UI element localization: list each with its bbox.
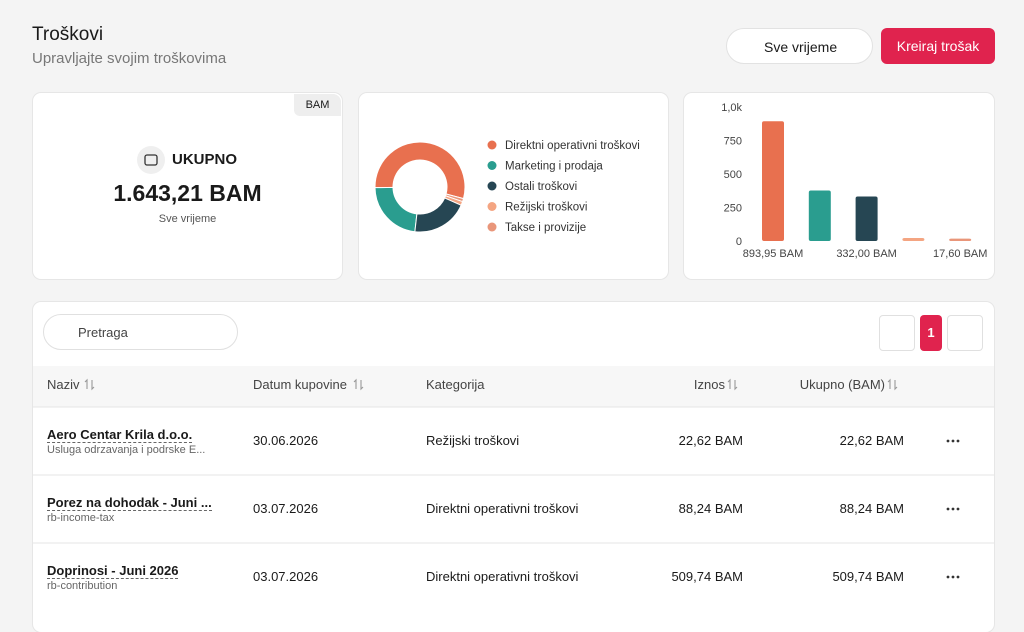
- bar-card: [684, 93, 994, 279]
- y-tick-label: 750: [724, 136, 742, 148]
- total: 22,62 BAM: [839, 433, 904, 448]
- category: Direktni operativni troškovi: [426, 569, 579, 584]
- bar: [902, 237, 925, 241]
- expense-name[interactable]: Porez na dohodak - Juni ...: [47, 495, 212, 511]
- legend-swatch: [487, 161, 497, 170]
- row-menu-dot: [946, 507, 950, 511]
- sort-icon: [727, 378, 738, 391]
- page-subtitle: Upravljajte svojim troškovima: [32, 50, 227, 67]
- category: Režijski troškovi: [426, 433, 520, 448]
- row-menu-dot: [946, 575, 950, 579]
- amount: 22,62 BAM: [678, 433, 743, 448]
- purchase-date: 03.07.2026: [253, 501, 319, 516]
- row-menu-dot: [951, 507, 955, 511]
- row-menu-dot: [956, 439, 960, 443]
- amount: 509,74 BAM: [671, 569, 743, 584]
- y-tick-label: 1,0k: [721, 102, 742, 114]
- legend-label: Takse i provizije: [505, 222, 586, 234]
- expense-name[interactable]: Doprinosi - Juni 2026: [47, 563, 179, 579]
- sort-icon: [84, 378, 95, 391]
- donut-slice: [444, 193, 465, 203]
- bar: [855, 196, 878, 241]
- summary-card: [33, 93, 342, 279]
- legend-swatch: [487, 181, 497, 191]
- currency-tag: BAM: [294, 94, 341, 116]
- prev-page[interactable]: [879, 315, 915, 351]
- amount: 88,24 BAM: [678, 501, 743, 516]
- row-menu-dot: [951, 439, 955, 443]
- wallet-icon: [144, 154, 158, 166]
- bar: [949, 238, 972, 241]
- donut-slice: [414, 197, 462, 233]
- expense-description: Usluga odrzavanja i podrske E...: [47, 444, 206, 456]
- row-menu-dot: [951, 575, 955, 579]
- donut-card: [359, 93, 668, 279]
- y-tick-label: 500: [724, 169, 742, 181]
- graphics: Direktni operativni troškovi Marketing i …: [33, 39, 994, 579]
- legend-label: Ostali troškovi: [505, 181, 577, 193]
- summary-period: Sve vrijeme: [158, 213, 217, 225]
- column-header[interactable]: Ukupno (BAM): [799, 377, 885, 392]
- summary-label: UKUPNO: [172, 151, 238, 168]
- donut-slice: [374, 141, 466, 200]
- page: Direktni operativni troškovi Marketing i …: [32, 24, 995, 632]
- bar: [808, 190, 831, 241]
- y-tick-label: 250: [724, 203, 742, 215]
- legend-swatch: [487, 202, 497, 211]
- bar-value-label: 17,60 BAM: [933, 248, 987, 260]
- period-button[interactable]: Sve vrijeme: [726, 28, 873, 64]
- sort-icon: [353, 378, 364, 391]
- header-row-bg: [33, 366, 994, 407]
- next-page[interactable]: [947, 315, 983, 351]
- legend-swatch: [487, 140, 497, 150]
- column-header[interactable]: Iznos: [693, 377, 725, 392]
- row-menu-dot: [956, 575, 960, 579]
- summary-amount: 1.643,21 BAM: [113, 180, 262, 206]
- sort-icon: [887, 378, 898, 391]
- purchase-date: 30.06.2026: [253, 433, 319, 448]
- expense-description: rb-income-tax: [47, 512, 115, 524]
- total: 509,74 BAM: [832, 569, 904, 584]
- table-card: [33, 302, 994, 632]
- expense-description: rb-contribution: [47, 580, 118, 592]
- search-box[interactable]: Pretraga: [43, 314, 238, 350]
- column-header[interactable]: Datum kupovine: [253, 377, 347, 392]
- page-title: Troškovi: [32, 24, 104, 45]
- category: Direktni operativni troškovi: [426, 501, 579, 516]
- legend-label: Marketing i prodaja: [505, 161, 603, 173]
- bar-value-label: 332,00 BAM: [836, 248, 897, 260]
- legend-swatch: [487, 222, 497, 232]
- bar: [762, 121, 784, 241]
- purchase-date: 03.07.2026: [253, 569, 319, 584]
- total: 88,24 BAM: [839, 501, 904, 516]
- y-tick-label: 0: [736, 236, 742, 248]
- bar-value-label: 893,95 BAM: [743, 248, 804, 260]
- wallet-icon-bg: [137, 146, 165, 174]
- row-menu-dot: [956, 507, 960, 511]
- legend-label: Režijski troškovi: [505, 202, 587, 214]
- column-header: Kategorija: [426, 377, 485, 392]
- current-page[interactable]: 1: [920, 315, 942, 351]
- legend-label: Direktni operativni troškovi: [505, 140, 640, 152]
- row-menu-dot: [946, 439, 950, 443]
- donut-slice: [374, 186, 418, 233]
- expense-name[interactable]: Aero Centar Krila d.o.o.: [47, 427, 193, 443]
- column-header[interactable]: Naziv: [47, 377, 80, 392]
- create-button[interactable]: Kreiraj trošak: [881, 28, 995, 64]
